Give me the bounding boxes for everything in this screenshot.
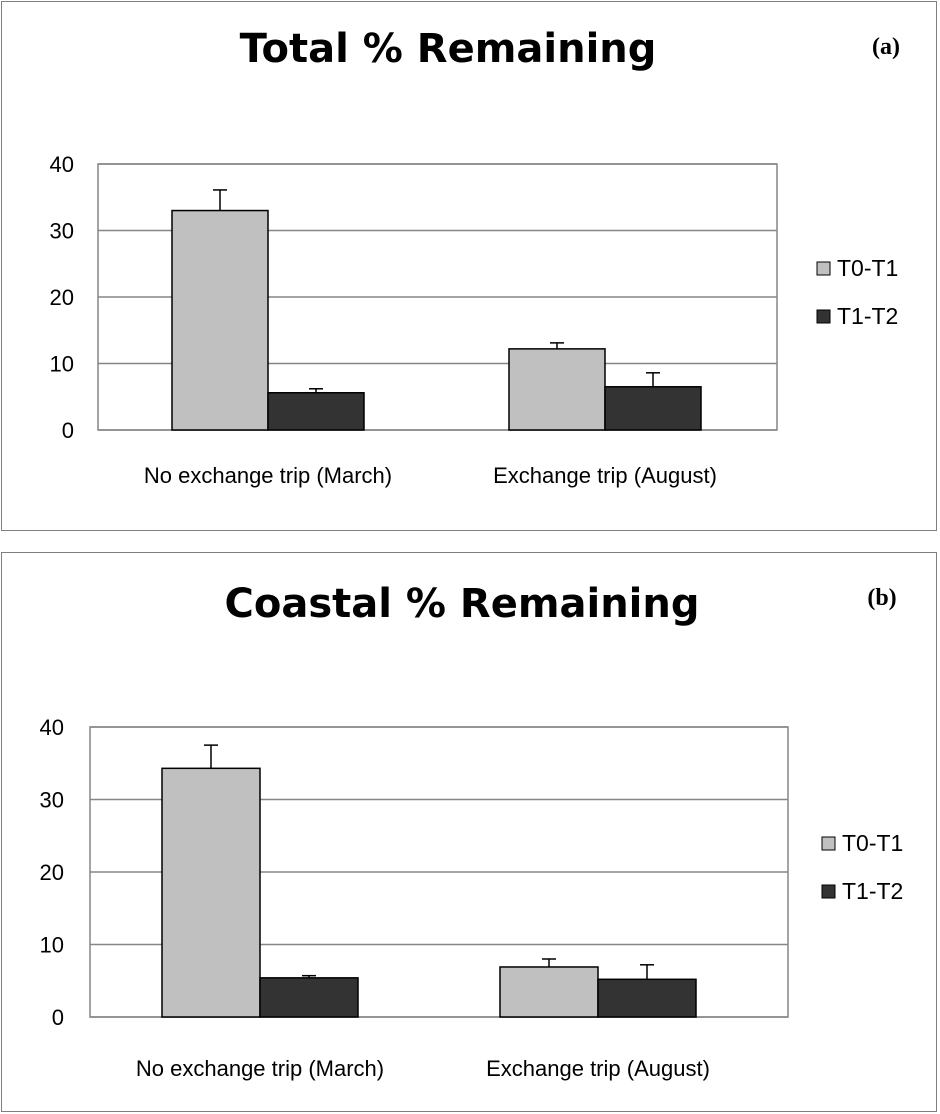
chart-a-y-tick-label: 30 [50,219,74,244]
chart-a-title: Total % Remaining [240,26,657,72]
chart-a-bar-t1-t2 [604,386,702,431]
chart-b-bar-t0-t1 [499,966,599,1018]
chart-a-bar-t0-t1 [508,348,606,431]
chart-b-bar-t0-t1 [161,767,261,1018]
chart-a-category-label: Exchange trip (August) [493,463,717,488]
chart-a-y-tick-label: 10 [50,352,74,377]
chart-b-panel-label: (b) [867,585,896,611]
chart-a-svg: Total % Remaining (a) 0 10 20 30 40 No exchan… [50,26,900,488]
chart-b-y-tick-label: 0 [52,1005,64,1030]
chart-a-legend-swatch [816,309,831,324]
chart-b-legend-swatch [821,884,836,899]
chart-a-y-tick-label: 0 [62,418,74,443]
chart-b-y-tick-label: 40 [40,715,64,740]
chart-b-plot: 0 10 20 30 40 No exchange trip (March) Exchang… [40,715,904,1081]
chart-a-bar-t0-t1 [171,209,269,431]
chart-b-title: Coastal % Remaining [225,581,700,627]
chart-b-legend-label: T0-T1 [842,830,903,856]
chart-panel-b: Coastal % Remaining (b) 0 10 20 30 40 No exch… [1,552,937,1112]
chart-a-legend-label: T1-T2 [837,303,898,329]
chart-b-bar-t1-t2 [259,977,359,1018]
chart-b-bar-t1-t2 [597,978,697,1018]
chart-panel-a: Total % Remaining (a) 0 10 20 30 40 No exchan… [1,1,937,531]
chart-b-y-tick-label: 10 [40,933,64,958]
chart-a-plot: 0 10 20 30 40 No exchange trip (March) Exchang… [50,152,899,488]
chart-a-y-tick-label: 40 [50,152,74,177]
chart-a-legend-swatch [816,261,831,276]
chart-b-legend-label: T1-T2 [842,878,903,904]
chart-b-y-tick-label: 30 [40,788,64,813]
chart-a-category-label: No exchange trip (March) [144,463,392,488]
chart-b-y-tick-label: 20 [40,860,64,885]
chart-b-svg: Coastal % Remaining (b) 0 10 20 30 40 No exch… [40,581,904,1081]
chart-a-legend-label: T0-T1 [837,255,898,281]
chart-b-category-label: Exchange trip (August) [486,1056,710,1081]
chart-a-panel-label: (a) [872,34,900,60]
chart-a-bar-t1-t2 [267,392,365,431]
chart-a-y-tick-label: 20 [50,285,74,310]
chart-b-category-label: No exchange trip (March) [136,1056,384,1081]
chart-b-legend-swatch [821,836,836,851]
